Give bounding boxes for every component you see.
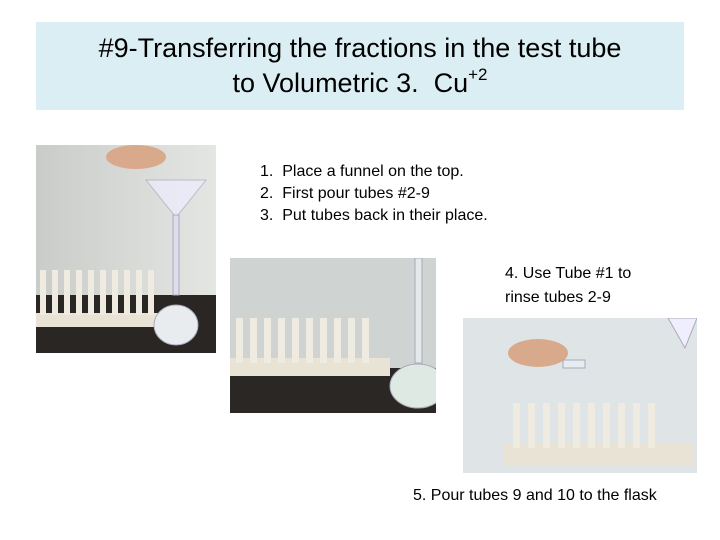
- title-line: to Volumetric 3. Cu+2: [36, 66, 684, 101]
- step: 3. Put tubes back in their place.: [260, 207, 488, 224]
- photo-image: [36, 145, 216, 353]
- step-4-line: 4. Use Tube #1 to: [505, 265, 632, 282]
- photo: [230, 258, 436, 413]
- title-text: to Volumetric 3. Cu: [232, 68, 469, 98]
- step-4: 4. Use Tube #1 to rinse tubes 2-9: [505, 262, 631, 310]
- step-5: 5. Pour tubes 9 and 10 to the flask: [413, 487, 657, 504]
- title-superscript: +2: [468, 65, 488, 84]
- photo-image: [463, 318, 697, 473]
- step-list: 1. Place a funnel on the top. 2. First p…: [260, 161, 488, 227]
- photo-image: [230, 258, 436, 413]
- title-box: #9-Transferring the fractions in the tes…: [36, 22, 684, 110]
- step-4-line: rinse tubes 2-9: [505, 289, 611, 306]
- title-text: #9-Transferring the fractions in the tes…: [98, 33, 622, 63]
- step: 2. First pour tubes #2-9: [260, 185, 430, 202]
- photo: [463, 318, 697, 473]
- photo: [36, 145, 216, 353]
- step: 1. Place a funnel on the top.: [260, 163, 464, 180]
- title-line: #9-Transferring the fractions in the tes…: [36, 31, 684, 66]
